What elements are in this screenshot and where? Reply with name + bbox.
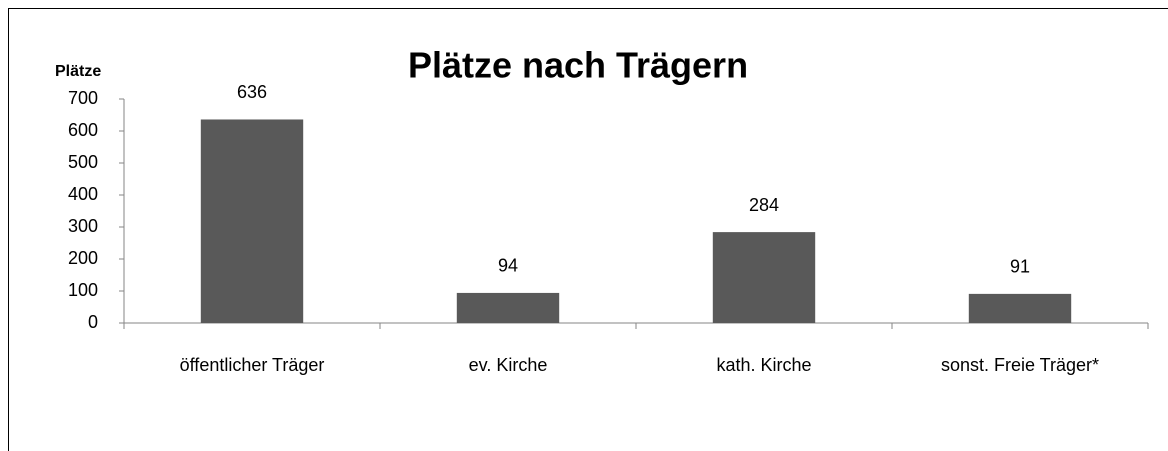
x-tick-label: ev. Kirche	[469, 355, 548, 375]
chart-title: Plätze nach Trägern	[408, 45, 748, 86]
y-tick-label: 700	[68, 88, 98, 108]
data-label: 284	[749, 195, 779, 215]
y-axis-label: Plätze	[55, 63, 101, 80]
data-label: 91	[1010, 257, 1030, 277]
y-tick-label: 100	[68, 280, 98, 300]
bar	[200, 119, 304, 323]
bar	[456, 292, 560, 323]
data-label: 636	[237, 82, 267, 102]
y-tick-label: 500	[68, 152, 98, 172]
y-tick-label: 0	[88, 312, 98, 332]
y-tick-label: 200	[68, 248, 98, 268]
bar	[712, 232, 816, 323]
y-tick-label: 300	[68, 216, 98, 236]
y-tick-label: 600	[68, 120, 98, 140]
x-tick-label: sonst. Freie Träger*	[941, 355, 1099, 375]
bar	[968, 293, 1072, 323]
x-tick-label: kath. Kirche	[716, 355, 811, 375]
x-tick-label: öffentlicher Träger	[180, 355, 325, 375]
data-label: 94	[498, 256, 518, 276]
y-tick-label: 400	[68, 184, 98, 204]
